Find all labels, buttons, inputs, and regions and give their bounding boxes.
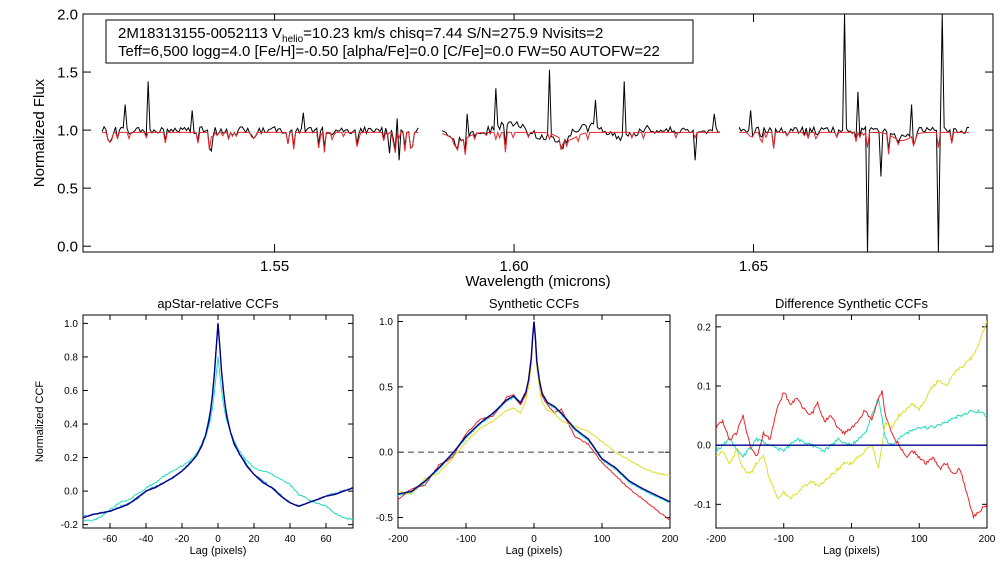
- spectrum-y-tick-label: 0.0: [57, 238, 78, 255]
- spectrum-panel: 1.55 1.60 1.65 0.0 0.5 1.0 1.5 2.0 2M18313155-00…: [31, 6, 994, 290]
- velocity-subscript: helio: [282, 34, 304, 45]
- spectrum-info-line-2: Teff=6,500 logg=4.0 [Fe/H]=-0.50 [alpha/…: [118, 43, 660, 60]
- synthetic-x-tick-label: -100: [456, 534, 476, 545]
- difference-x-axis-label: Lag (pixels): [823, 545, 880, 557]
- spectrum-model-chip-2: [442, 130, 720, 155]
- difference-diff-3-line: [716, 390, 987, 520]
- synthetic-x-tick-label: 100: [594, 534, 611, 545]
- apstar-panel: -60 -40 -20 0 20 40 60 -0.2 0.0 0.2 0.4 0.6 0.8 1.0 ap…: [34, 296, 354, 557]
- apstar-x-tick-label: 20: [248, 534, 260, 545]
- apstar-x-tick-label: 0: [215, 534, 221, 545]
- apstar-x-axis-label: Lag (pixels): [190, 545, 247, 557]
- difference-panel: -200 -100 0 100 200 -0.1 0.0 0.1 0.2 Difference S…: [694, 296, 996, 557]
- spectrum-observed-chip-2: [442, 69, 721, 161]
- difference-y-tick-label: 0.1: [697, 382, 711, 393]
- apstar-frame: [82, 314, 354, 529]
- spectrum-y-tick-label: 1.5: [57, 64, 78, 81]
- difference-y-tick-label: -0.1: [694, 500, 712, 511]
- apstar-x-tick-label: -40: [139, 534, 154, 545]
- difference-x-tick-label: -200: [706, 534, 726, 545]
- synthetic-synth-3-line: [398, 321, 670, 521]
- synthetic-y-tick-label: 1.0: [379, 317, 393, 328]
- apstar-x-tick-label: 60: [320, 534, 332, 545]
- difference-x-tick-label: 0: [849, 534, 855, 545]
- spectrum-y-tick-label: 0.5: [57, 180, 78, 197]
- difference-frame: [715, 314, 988, 529]
- synthetic-title: Synthetic CCFs: [489, 296, 580, 311]
- apstar-title: apStar-relative CCFs: [157, 296, 279, 311]
- apstar-x-tick-label: 40: [284, 534, 296, 545]
- synthetic-x-tick-label: 0: [531, 534, 537, 545]
- synthetic-y-tick-label: 0.0: [379, 448, 393, 459]
- synthetic-panel: -200 -100 0 100 200 -0.5 0.0 0.5 1.0 Synthetic CC…: [376, 296, 679, 557]
- spectrum-model-chip-3: [739, 130, 970, 155]
- difference-title: Difference Synthetic CCFs: [775, 296, 928, 311]
- difference-x-tick-label: 200: [979, 534, 996, 545]
- synthetic-x-tick-label: -200: [388, 534, 408, 545]
- synthetic-frame: [397, 314, 671, 529]
- apstar-y-tick-label: 0.4: [64, 420, 78, 431]
- apstar-y-tick-label: 1.0: [64, 319, 78, 330]
- fit-stats-label: =10.23 km/s chisq=7.44 S/N=275.9 Nvisits…: [303, 25, 603, 42]
- spectrum-y-tick-label: 2.0: [57, 6, 78, 23]
- difference-diff-4-line: [716, 320, 987, 500]
- spectrum-frame: [82, 13, 994, 253]
- apstar-x-tick-label: -20: [175, 534, 190, 545]
- synthetic-synth-4-line: [398, 321, 670, 495]
- spectrum-x-axis-label: Wavelength (microns): [465, 273, 610, 290]
- apstar-y-tick-label: 0.0: [64, 487, 78, 498]
- spectrum-info-box: [105, 19, 694, 64]
- apstar-y-tick-label: 0.8: [64, 352, 78, 363]
- spectrum-x-tick-label: 1.55: [260, 258, 289, 275]
- synthetic-y-tick-label: -0.5: [376, 513, 394, 524]
- spectrum-y-axis-label: Normalized Flux: [31, 78, 48, 187]
- spectrum-x-tick-label: 1.65: [739, 258, 768, 275]
- apstar-ccf-1-line: [83, 323, 353, 519]
- synthetic-synth-1-line: [398, 321, 670, 503]
- synthetic-x-axis-label: Lag (pixels): [506, 545, 563, 557]
- difference-x-tick-label: 100: [911, 534, 928, 545]
- spectrum-x-tick-label: 1.60: [499, 258, 528, 275]
- difference-y-tick-label: 0.2: [697, 322, 711, 333]
- apstar-y-tick-label: 0.6: [64, 386, 78, 397]
- apstar-y-axis-label: Normalized CCF: [34, 381, 46, 463]
- difference-y-tick-label: 0.0: [697, 441, 711, 452]
- apstar-y-tick-label: -0.2: [61, 520, 79, 531]
- difference-x-tick-label: -100: [774, 534, 794, 545]
- synthetic-y-tick-label: 0.5: [379, 382, 393, 393]
- apstar-ccf-3-line: [83, 322, 353, 518]
- synthetic-synth-2-line: [398, 321, 670, 504]
- apstar-y-tick-label: 0.2: [64, 453, 78, 464]
- spectrum-observed-chip-1: [101, 81, 419, 161]
- apstar-x-tick-label: -60: [103, 534, 118, 545]
- spectrum-model-chip-1: [102, 130, 419, 153]
- apstar-ccf-2-line: [83, 356, 353, 522]
- spectrum-info-line-1: 2M18313155-0052113 Vhelio=10.23 km/s chi…: [118, 25, 603, 45]
- spectrum-y-tick-label: 1.0: [57, 122, 78, 139]
- star-id-and-velocity-label: 2M18313155-0052113 V: [118, 25, 282, 42]
- synthetic-x-tick-label: 200: [662, 534, 679, 545]
